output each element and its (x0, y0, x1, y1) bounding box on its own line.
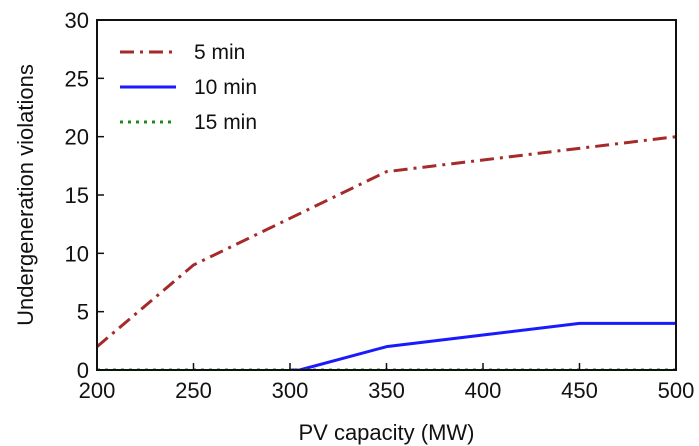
series-line-5-min (97, 135, 676, 348)
x-axis-title: PV capacity (MW) (298, 420, 474, 445)
y-axis-title: Undergeneration violations (13, 64, 38, 326)
x-axis: 200 250 300 350 400 450 500 (79, 363, 695, 403)
plot-frame (96, 19, 677, 371)
x-tick-label: 450 (561, 378, 598, 403)
x-tick-label: 300 (272, 378, 309, 403)
x-tick-label: 400 (465, 378, 502, 403)
y-tick-label: 5 (77, 300, 89, 325)
y-tick-label: 25 (65, 66, 89, 91)
legend-label: 15 min (194, 111, 257, 134)
y-tick-label: 10 (65, 241, 89, 266)
x-tick-label: 500 (658, 378, 695, 403)
series-line-10-min (290, 321, 676, 370)
legend: 5 min 10 min 15 min (120, 41, 257, 134)
legend-label: 10 min (194, 76, 257, 99)
series-layer (97, 135, 676, 370)
x-tick-label: 200 (79, 378, 116, 403)
y-tick-label: 30 (65, 8, 89, 33)
y-tick-label: 15 (65, 183, 89, 208)
legend-label: 5 min (194, 41, 245, 64)
y-tick-label: 20 (65, 125, 89, 150)
x-tick-label: 350 (368, 378, 405, 403)
y-tick-label: 0 (77, 358, 89, 383)
x-tick-label: 250 (175, 378, 212, 403)
y-axis: 0 5 10 15 20 25 30 (65, 8, 104, 383)
